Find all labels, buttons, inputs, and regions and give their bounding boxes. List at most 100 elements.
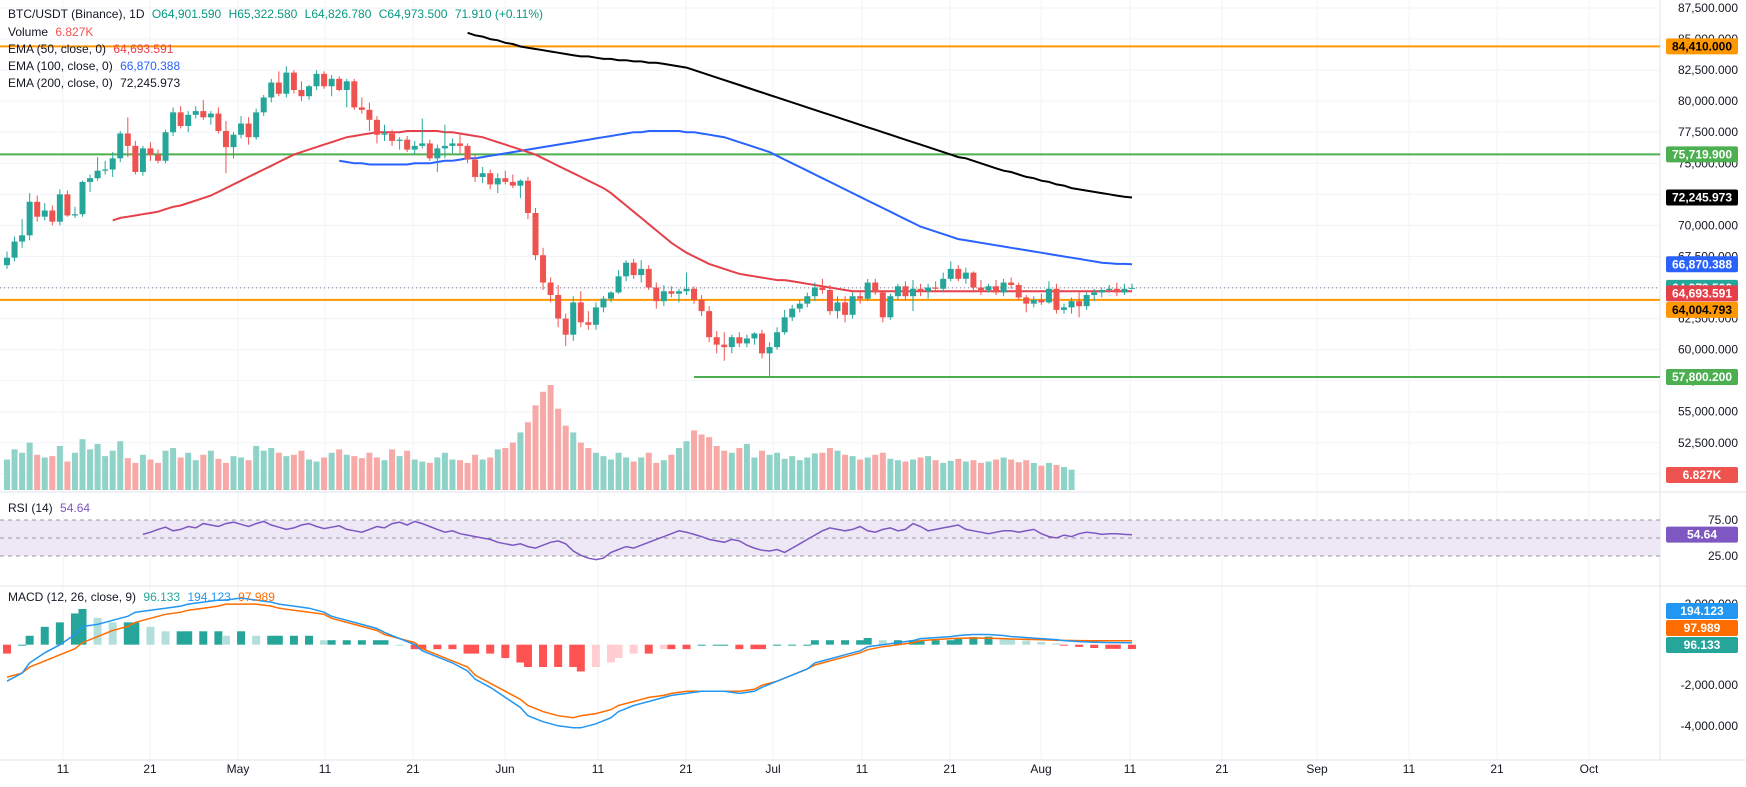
candle-body <box>124 133 131 146</box>
macd-histogram-bar <box>501 644 510 659</box>
volume-bar <box>585 448 592 490</box>
macd-histogram-bar <box>878 640 887 645</box>
macd-histogram-bar <box>720 644 729 646</box>
candle-body <box>11 241 18 258</box>
volume-bar <box>328 452 335 490</box>
ema50-legend[interactable]: EMA (50, close, 0) 64,693.591 <box>8 41 173 58</box>
change-value: 71.910 (+0.11%) <box>454 7 543 21</box>
candle-body <box>977 287 984 290</box>
candle-body <box>1128 287 1135 289</box>
volume-bar <box>879 452 886 490</box>
macd-line <box>6 597 1133 729</box>
ema50-tag-bg <box>1666 285 1738 302</box>
candle-body <box>215 113 222 131</box>
ema100-line <box>339 130 1133 266</box>
candle-body <box>321 73 328 87</box>
x-tick-label: 21 <box>679 762 693 776</box>
macd-histogram-bar <box>418 644 427 650</box>
macd-histogram-bar <box>516 644 525 663</box>
volume-bar <box>155 462 161 490</box>
candle-body <box>751 333 758 339</box>
macd-histogram-bar <box>1052 643 1061 645</box>
volume-bar <box>411 459 418 490</box>
candle-body <box>517 180 524 186</box>
candle-body <box>857 296 864 299</box>
level-tag-bg <box>1666 38 1738 55</box>
volume-bar <box>917 457 924 490</box>
volume-bar <box>71 452 78 490</box>
candle-body <box>351 81 358 108</box>
rsi-tick-label: 25.00 <box>1708 549 1738 563</box>
x-tick-label: 11 <box>1403 762 1416 776</box>
candle-body <box>955 268 962 279</box>
macd-value: 96.133 <box>143 590 181 604</box>
macd-signal-tag-bg <box>1666 603 1738 619</box>
volume-bar <box>253 445 260 490</box>
volume-bar <box>668 454 675 490</box>
macd-histogram-bar <box>916 640 925 645</box>
level-tag: 57,800.200 <box>1672 370 1732 384</box>
volume-bar <box>743 443 750 490</box>
macd-legend[interactable]: MACD (12, 26, close, 9) 96.133 194.123 9… <box>8 589 275 606</box>
candle-body <box>207 113 214 118</box>
x-tick-label: 21 <box>1490 762 1504 776</box>
candle-body <box>532 212 539 256</box>
volume-bar <box>207 450 214 490</box>
ema200-tag: 72,245.973 <box>1672 190 1732 204</box>
ema100-value: 66,870.388 <box>120 59 181 73</box>
candle-body <box>373 119 380 135</box>
macd-histogram-bar <box>486 644 495 654</box>
volume-bar <box>524 422 531 490</box>
signal-value: 194.123 <box>187 590 231 604</box>
candle-body <box>494 178 501 185</box>
volume-legend[interactable]: Volume 6.827K <box>8 24 93 41</box>
macd-histogram-bar <box>825 640 834 645</box>
candle-body <box>902 286 909 297</box>
volume-bar <box>925 456 932 490</box>
volume-bar <box>230 456 237 490</box>
candle-body <box>1053 288 1060 310</box>
volume-bar <box>139 454 146 490</box>
candle-body <box>155 154 161 161</box>
macd-histogram-bar <box>274 635 283 645</box>
level-tag-bg <box>1666 368 1738 385</box>
volume-bar <box>4 459 10 490</box>
candle-body <box>668 291 675 294</box>
volume-bar <box>464 462 471 490</box>
candle-body <box>721 344 728 348</box>
rsi-legend[interactable]: RSI (14) 54.64 <box>8 500 90 517</box>
volume-bar <box>238 457 245 490</box>
volume-bar <box>509 442 516 490</box>
candle-body <box>117 133 124 159</box>
candle-body <box>630 262 637 276</box>
macd-histogram-bar <box>252 635 261 645</box>
ema50-label: EMA (50, close, 0) <box>8 42 107 56</box>
ema200-value: 72,245.973 <box>120 76 181 90</box>
rsi-value: 54.64 <box>60 501 91 515</box>
ema100-legend[interactable]: EMA (100, close, 0) 66,870.388 <box>8 58 180 75</box>
candle-body <box>910 288 916 297</box>
volume-bar <box>955 458 962 490</box>
volume-bar <box>472 454 479 490</box>
volume-bar <box>502 448 509 490</box>
volume-bar <box>11 449 18 490</box>
volume-bar <box>351 456 358 490</box>
volume-bar <box>313 461 320 490</box>
candle-body <box>34 201 41 217</box>
candle-body <box>615 276 622 293</box>
candle-body <box>1121 288 1128 293</box>
macd-histogram-bar <box>758 644 766 650</box>
x-tick-label: 11 <box>319 762 332 776</box>
candle-body <box>343 81 350 90</box>
candle-body <box>879 292 886 318</box>
candle-body <box>139 148 146 172</box>
volume-bar <box>796 460 803 490</box>
ema200-legend[interactable]: EMA (200, close, 0) 72,245.973 <box>8 75 180 92</box>
candle-body <box>1083 294 1090 307</box>
volume-bar <box>162 450 169 490</box>
x-tick-label: 21 <box>943 762 957 776</box>
price-tick-label: 52,500.000 <box>1678 436 1738 450</box>
macd-histogram-bar <box>1090 644 1099 649</box>
volume-bar <box>290 454 297 490</box>
x-tick-label: Jul <box>765 762 780 776</box>
